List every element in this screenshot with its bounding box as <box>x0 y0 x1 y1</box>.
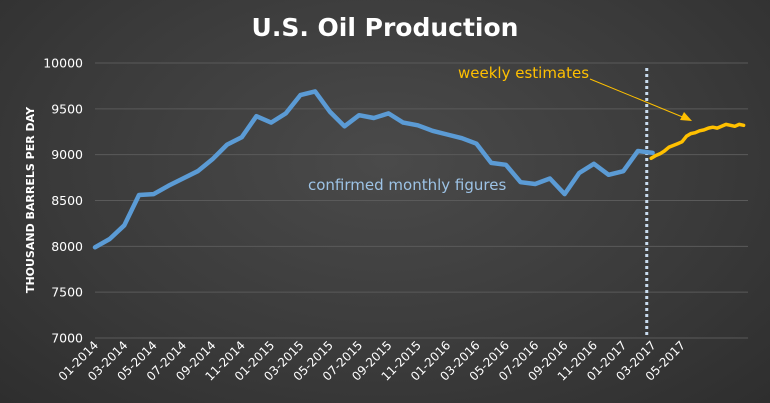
y-axis-label: THOUSAND BARRELS PER DAY <box>24 106 37 293</box>
chart-title: U.S. Oil Production <box>252 13 519 42</box>
y-tick-label: 8000 <box>51 239 83 254</box>
weekly-annotation-arrow <box>589 78 692 121</box>
y-tick-label: 10000 <box>43 56 83 71</box>
series-lines <box>92 89 746 250</box>
y-tick-label: 9000 <box>51 147 83 162</box>
y-tick-label: 8500 <box>51 193 83 208</box>
weekly-series-line <box>649 122 746 161</box>
y-tick-label: 7000 <box>51 331 83 346</box>
gridlines <box>95 62 748 339</box>
monthly-series-line <box>92 89 655 250</box>
y-axis-ticks: 7000 7500 8000 8500 9000 9500 10000 <box>43 56 83 346</box>
y-tick-label: 9500 <box>51 101 83 116</box>
monthly-annotation: confirmed monthly figures <box>308 176 506 194</box>
x-axis-ticks: 01-201403-201405-201407-201409-201411-20… <box>56 338 688 383</box>
y-tick-label: 7500 <box>51 285 83 300</box>
weekly-annotation: weekly estimates <box>458 64 589 82</box>
